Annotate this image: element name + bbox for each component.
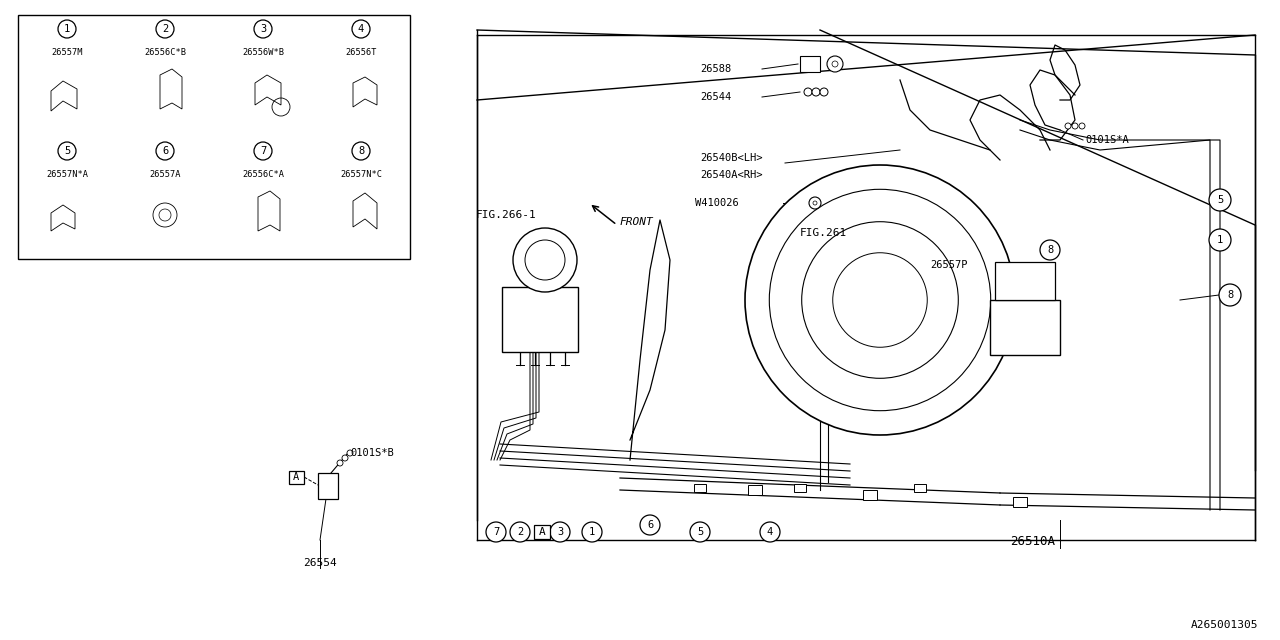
Circle shape — [337, 460, 343, 466]
Text: 26588: 26588 — [700, 64, 731, 74]
Circle shape — [769, 189, 991, 411]
Text: 26544: 26544 — [700, 92, 731, 102]
Text: FRONT: FRONT — [620, 217, 653, 227]
Text: 1: 1 — [589, 527, 595, 537]
Text: 5: 5 — [64, 146, 70, 156]
Bar — [317, 473, 338, 499]
Bar — [694, 484, 707, 492]
Circle shape — [1039, 240, 1060, 260]
Circle shape — [827, 56, 844, 72]
Bar — [989, 300, 1060, 355]
Text: 1: 1 — [64, 24, 70, 34]
Circle shape — [640, 515, 660, 535]
Text: 26556C*B: 26556C*B — [145, 47, 186, 56]
Circle shape — [1073, 123, 1078, 129]
Text: 26556W*B: 26556W*B — [242, 47, 284, 56]
Bar — [914, 484, 925, 492]
Text: 26556T: 26556T — [346, 47, 376, 56]
Text: 1: 1 — [1217, 235, 1224, 245]
Circle shape — [582, 522, 602, 542]
Text: A265001305: A265001305 — [1190, 620, 1258, 630]
Bar — [863, 490, 877, 500]
Bar — [794, 484, 806, 492]
Text: 26557A: 26557A — [150, 170, 180, 179]
Text: 0101S*A: 0101S*A — [1085, 135, 1129, 145]
Circle shape — [832, 61, 838, 67]
Text: 26557N*C: 26557N*C — [340, 170, 381, 179]
Circle shape — [253, 142, 273, 160]
Bar — [995, 262, 1055, 300]
Circle shape — [833, 253, 927, 348]
Text: 3: 3 — [260, 24, 266, 34]
Circle shape — [1210, 189, 1231, 211]
Text: 8: 8 — [358, 146, 364, 156]
Text: 26557M: 26557M — [51, 47, 83, 56]
Text: 6: 6 — [161, 146, 168, 156]
Text: 0101S*B: 0101S*B — [349, 448, 394, 458]
Circle shape — [58, 20, 76, 38]
Circle shape — [154, 203, 177, 227]
Text: 26540A<RH>: 26540A<RH> — [700, 170, 763, 180]
Circle shape — [159, 209, 172, 221]
Text: 4: 4 — [358, 24, 364, 34]
Text: 5: 5 — [1217, 195, 1224, 205]
Text: 8: 8 — [1226, 290, 1233, 300]
Circle shape — [801, 221, 959, 378]
Circle shape — [1219, 284, 1242, 306]
Bar — [748, 485, 762, 495]
Circle shape — [1079, 123, 1085, 129]
Circle shape — [156, 142, 174, 160]
Circle shape — [352, 20, 370, 38]
Text: 8: 8 — [1047, 245, 1053, 255]
Circle shape — [804, 88, 812, 96]
Circle shape — [550, 522, 570, 542]
Text: 26540B<LH>: 26540B<LH> — [700, 153, 763, 163]
Circle shape — [509, 522, 530, 542]
Circle shape — [253, 20, 273, 38]
Text: 2: 2 — [161, 24, 168, 34]
Bar — [502, 287, 579, 352]
Text: A: A — [293, 472, 300, 482]
Circle shape — [273, 98, 291, 116]
Circle shape — [809, 197, 820, 209]
Text: 3: 3 — [557, 527, 563, 537]
Text: A: A — [539, 527, 545, 537]
Circle shape — [347, 450, 353, 456]
Text: 7: 7 — [260, 146, 266, 156]
Circle shape — [820, 88, 828, 96]
Text: 26557N*A: 26557N*A — [46, 170, 88, 179]
Text: 26556C*A: 26556C*A — [242, 170, 284, 179]
Circle shape — [58, 142, 76, 160]
Circle shape — [760, 522, 780, 542]
Text: 2: 2 — [517, 527, 524, 537]
Circle shape — [342, 455, 348, 461]
Text: 26557P: 26557P — [931, 260, 968, 270]
Text: 5: 5 — [696, 527, 703, 537]
Circle shape — [813, 201, 817, 205]
Circle shape — [513, 228, 577, 292]
Circle shape — [486, 522, 506, 542]
Bar — [1012, 497, 1027, 507]
Text: FIG.266-1: FIG.266-1 — [476, 210, 536, 220]
Text: FIG.261: FIG.261 — [800, 228, 847, 238]
Text: 26554: 26554 — [303, 558, 337, 568]
Circle shape — [1065, 123, 1071, 129]
Text: 4: 4 — [767, 527, 773, 537]
Bar — [288, 470, 303, 483]
Circle shape — [812, 88, 820, 96]
Circle shape — [156, 20, 174, 38]
Text: W410026: W410026 — [695, 198, 739, 208]
Text: 6: 6 — [646, 520, 653, 530]
Circle shape — [1210, 229, 1231, 251]
Text: 26510A: 26510A — [1010, 535, 1055, 548]
Circle shape — [690, 522, 710, 542]
Bar — [534, 525, 550, 539]
Bar — [800, 56, 820, 72]
Circle shape — [745, 165, 1015, 435]
Text: 7: 7 — [493, 527, 499, 537]
Circle shape — [352, 142, 370, 160]
Circle shape — [525, 240, 564, 280]
Bar — [18, 15, 410, 259]
